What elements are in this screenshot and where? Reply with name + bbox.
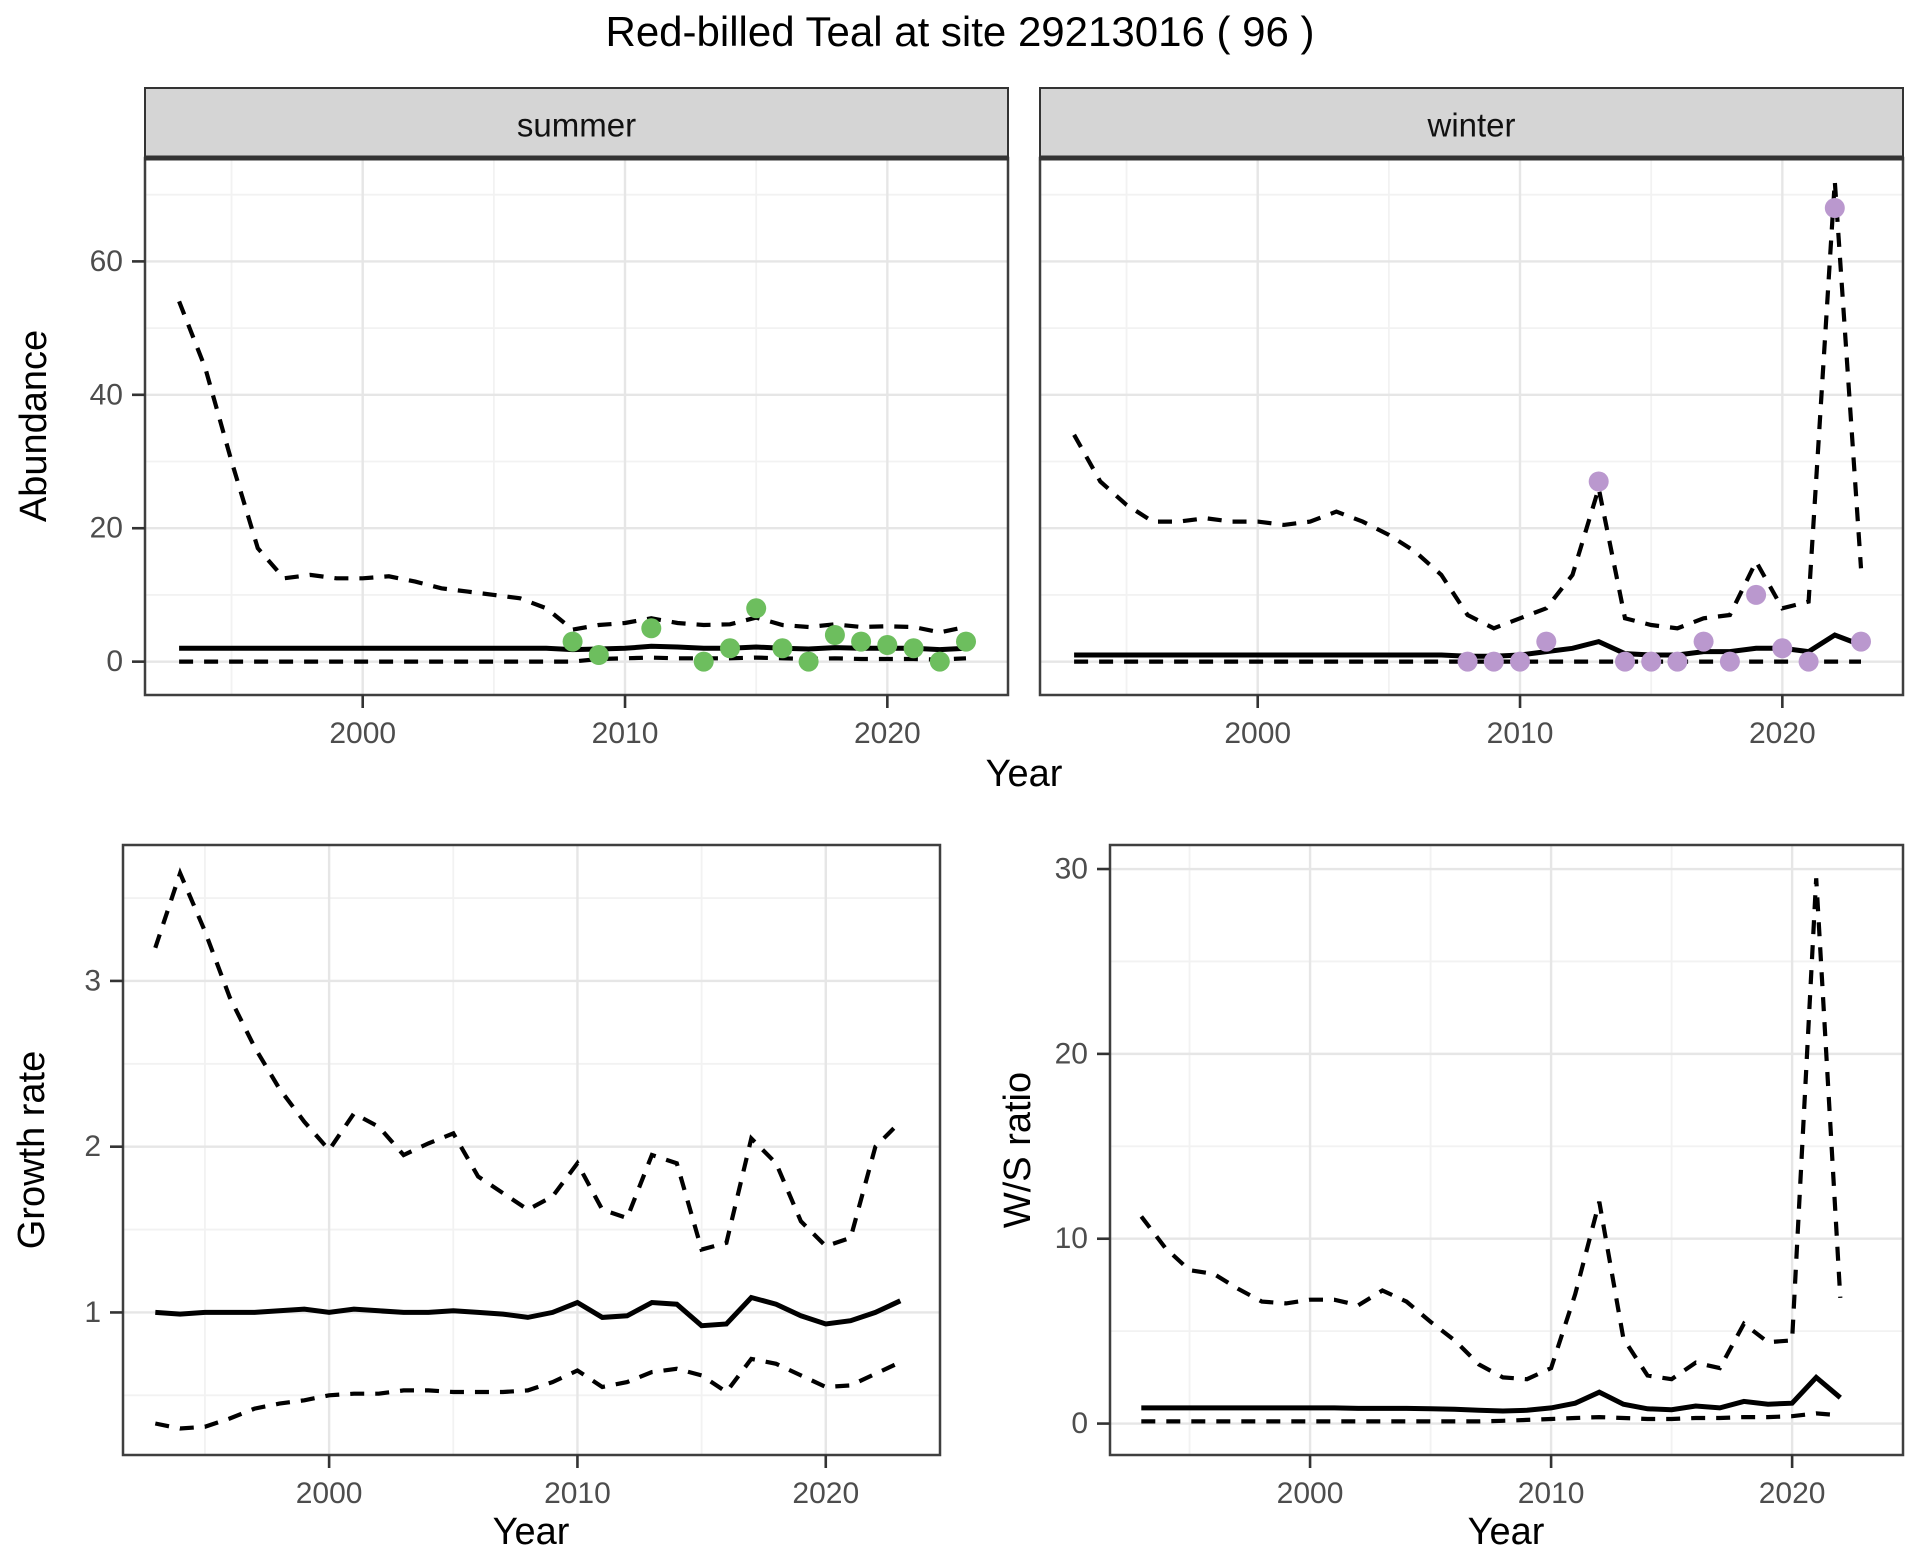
data-point <box>641 618 662 639</box>
data-point <box>1588 471 1609 492</box>
data-point <box>877 635 898 655</box>
y-axis-title-growth: Growth rate <box>11 1051 53 1250</box>
data-point <box>720 638 740 659</box>
y-tick-label: 20 <box>90 512 123 545</box>
axis-ticks: 2000 2010 2020 0 20 40 60 <box>90 245 921 750</box>
facet-strip-label: summer <box>517 107 636 144</box>
y-tick-label: 2 <box>84 1130 101 1163</box>
data-point <box>1536 631 1557 652</box>
x-tick-label: 2020 <box>1749 717 1816 750</box>
data-point <box>1798 651 1819 672</box>
x-tick-label: 2000 <box>1277 1477 1344 1510</box>
data-point <box>798 651 819 672</box>
data-point <box>824 625 845 645</box>
x-axis-title-year-ws: Year <box>1468 1511 1545 1553</box>
series-lines <box>153 867 902 1431</box>
y-tick-label: 0 <box>1071 1407 1088 1440</box>
data-point <box>1772 638 1793 659</box>
facet-strip <box>1039 87 1904 159</box>
axis-ticks: 2000 2010 2020 1 2 3 <box>84 964 859 1510</box>
lower-ci-line <box>1141 1411 1841 1424</box>
y-axis-title-abundance: Abundance <box>13 330 55 522</box>
median-line <box>155 1294 902 1329</box>
y-tick-label: 40 <box>90 378 123 411</box>
y-tick-label: 10 <box>1055 1222 1088 1255</box>
x-tick-label: 2020 <box>854 717 921 750</box>
upper-ci-line <box>177 300 967 635</box>
panel-ws-ratio: 2000 2010 2020 0 10 20 30 <box>1055 843 1905 1510</box>
data-point <box>693 651 714 672</box>
panel-border <box>1108 843 1905 1457</box>
data-point <box>1824 198 1845 218</box>
y-tick-label: 3 <box>84 964 101 997</box>
observed-points <box>1457 198 1871 672</box>
panel-growth-rate: 2000 2010 2020 1 2 3 <box>84 843 942 1510</box>
upper-ci-line <box>1072 181 1864 631</box>
median-line <box>1141 1373 1842 1414</box>
x-tick-label: 2000 <box>1224 717 1291 750</box>
data-point <box>746 598 767 619</box>
data-point <box>1851 631 1871 652</box>
axis-ticks: 2000 2010 2020 0 10 20 30 <box>1055 853 1826 1510</box>
x-axis-title-year-top: Year <box>986 753 1063 795</box>
data-point <box>1719 651 1740 672</box>
x-tick-label: 2010 <box>544 1477 611 1510</box>
panel-background <box>1040 158 1903 695</box>
panel-border <box>121 843 942 1457</box>
data-point <box>1457 651 1478 672</box>
data-point <box>1615 651 1635 672</box>
series-lines <box>1139 878 1843 1424</box>
data-point <box>562 631 583 652</box>
data-point <box>851 631 872 652</box>
axis-ticks: 2000 2010 2020 <box>1224 695 1816 750</box>
data-point <box>772 638 793 659</box>
x-tick-label: 2020 <box>1759 1477 1826 1510</box>
x-tick-label: 2010 <box>592 717 659 750</box>
data-point <box>588 645 609 665</box>
data-point <box>929 651 950 672</box>
y-tick-label: 0 <box>106 645 123 678</box>
lower-ci-line <box>154 1356 902 1431</box>
x-axis-title-year-growth: Year <box>493 1511 570 1553</box>
data-point <box>1746 584 1767 605</box>
facet-strip-label: winter <box>1426 107 1515 144</box>
panel-background <box>123 845 940 1455</box>
lower-ci-line <box>179 655 967 664</box>
data-point <box>1641 651 1662 672</box>
observed-points <box>562 598 976 672</box>
data-point <box>1667 651 1688 672</box>
x-tick-label: 2020 <box>792 1477 859 1510</box>
data-point <box>1483 651 1504 672</box>
panel-abundance-summer: 2000 2010 2020 0 20 40 60 summer <box>90 87 1010 750</box>
x-tick-label: 2000 <box>296 1477 363 1510</box>
gridlines <box>1110 845 1903 1455</box>
gridlines <box>145 158 1008 695</box>
y-tick-label: 1 <box>84 1296 101 1329</box>
page-title: Red-billed Teal at site 29213016 ( 96 ) <box>605 8 1315 55</box>
panel-background <box>1110 845 1903 1455</box>
x-tick-label: 2010 <box>1487 717 1554 750</box>
gridlines <box>1040 158 1903 695</box>
data-point <box>1510 651 1530 672</box>
y-tick-label: 60 <box>90 245 123 278</box>
gridlines <box>123 845 940 1455</box>
data-point <box>1693 631 1714 652</box>
y-tick-label: 20 <box>1055 1037 1088 1070</box>
y-axis-title-ws: W/S ratio <box>997 1072 1039 1228</box>
x-tick-label: 2010 <box>1518 1477 1585 1510</box>
panel-background <box>145 158 1008 695</box>
x-tick-label: 2000 <box>329 717 396 750</box>
panel-abundance-winter: 2000 2010 2020 winter <box>1038 87 1905 750</box>
data-point <box>903 638 924 659</box>
data-point <box>956 631 976 652</box>
y-tick-label: 30 <box>1055 853 1088 886</box>
